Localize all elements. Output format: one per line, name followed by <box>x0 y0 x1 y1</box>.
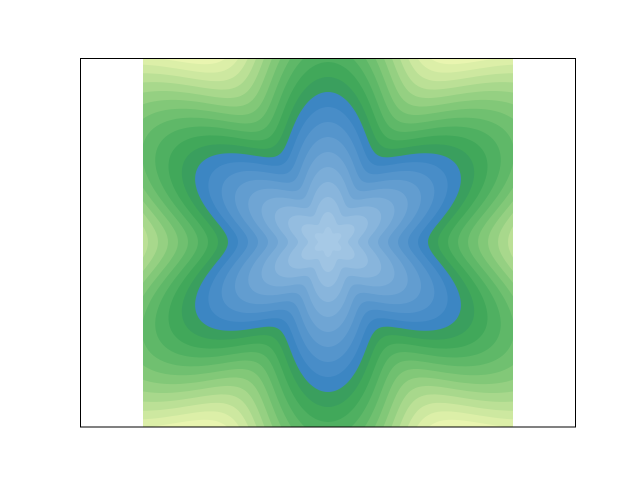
axes-frame <box>80 58 576 428</box>
contour-area <box>143 58 513 427</box>
contour-band <box>314 227 342 257</box>
